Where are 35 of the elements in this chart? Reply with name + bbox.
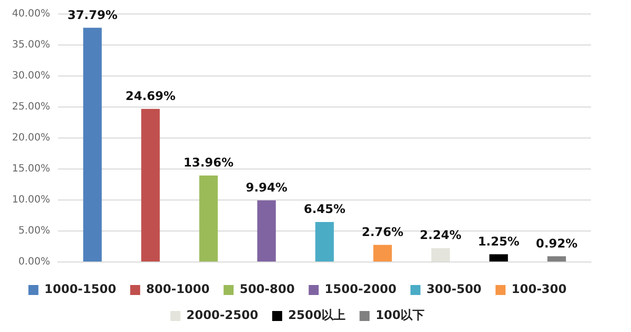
bar [83,28,102,262]
data-label: 9.94% [246,180,288,194]
legend-label: 800-1000 [146,282,210,296]
y-tick-label: 0.00% [18,256,50,268]
y-tick-label: 40.00% [12,8,50,20]
bar [373,244,392,262]
legend-label: 300-500 [426,282,482,296]
data-label: 2.76% [362,225,404,240]
bar [257,200,276,262]
legend-label: 2500以上 [288,308,346,322]
data-label: 1.25% [478,234,520,248]
legend-label: 1500-2000 [324,282,396,296]
data-label: 13.96% [184,156,234,170]
legend-label: 2000-2500 [186,308,258,322]
y-tick-label: 10.00% [12,194,50,206]
y-tick-label: 35.00% [12,40,50,51]
data-label: 0.92% [536,236,578,250]
data-label: 37.79% [67,8,118,22]
bar [489,254,508,262]
y-tick-label: 30.00% [12,70,50,82]
data-label: 2.24% [420,228,462,242]
data-label: 24.69% [126,89,176,104]
bar [547,256,566,262]
legend-label: 100以下 [376,308,425,322]
legend-label: 1000-1500 [44,282,116,296]
bar [199,175,218,262]
legend-label: 100-300 [512,282,567,296]
bar [315,222,334,262]
y-tick-label: 15.00% [12,164,50,175]
bar [141,108,160,262]
y-tick-label: 5.00% [18,226,50,237]
data-label: 6.45% [304,202,346,216]
legend-label: 500-800 [240,282,295,296]
y-tick-label: 25.00% [12,102,50,113]
y-tick-label: 20.00% [12,132,50,144]
